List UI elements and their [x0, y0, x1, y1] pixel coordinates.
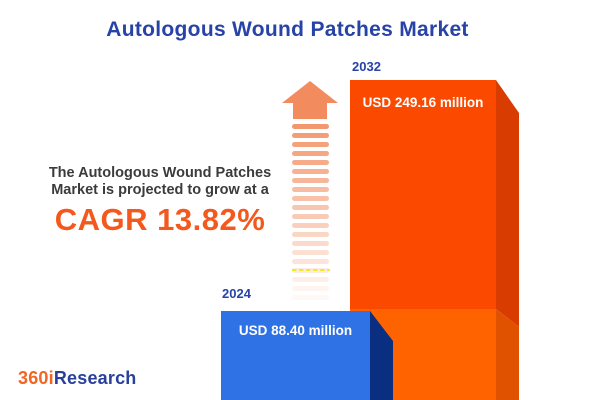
arrow-dash	[292, 259, 329, 264]
arrow-dash	[292, 151, 329, 156]
arrow-dash	[292, 160, 329, 165]
arrow-dash	[292, 205, 329, 210]
bar-2024-side	[370, 311, 393, 400]
bar-2024-value-label: USD 88.40 million	[238, 323, 353, 338]
arrow-dash	[292, 124, 329, 129]
arrow-dash	[292, 241, 329, 246]
arrow-dash	[292, 133, 329, 138]
growth-arrow-icon	[282, 81, 338, 300]
bar-2032-face-upper	[350, 80, 496, 309]
arrow-head-icon	[282, 81, 338, 119]
description-line2: Market is projected to grow at a	[51, 181, 269, 198]
arrow-dash	[292, 169, 329, 174]
bar-2024-year-label: 2024	[222, 286, 251, 301]
cagr-text: CAGR 13.82%	[54, 202, 266, 237]
arrow-dash	[292, 286, 329, 291]
arrow-dash	[292, 232, 329, 237]
arrow-dash	[292, 178, 329, 183]
arrow-dash-trail	[292, 124, 329, 304]
bar-2032-side-upper	[496, 80, 519, 327]
bar-2032-value-label: USD 249.16 million	[362, 95, 484, 110]
arrow-dash	[292, 277, 329, 282]
logo: 360iResearch	[18, 368, 137, 389]
bar-2032-year-label: 2032	[352, 59, 381, 74]
description-line1: The Autologous Wound Patches	[48, 165, 272, 181]
logo-prefix: 360i	[18, 368, 54, 388]
arrow-dash	[292, 250, 329, 255]
bar-2024-face	[221, 311, 370, 400]
arrow-dash	[292, 295, 329, 300]
arrow-dash	[292, 187, 329, 192]
arrow-dash	[292, 142, 329, 147]
arrow-dash	[292, 214, 329, 219]
arrow-dash	[292, 196, 329, 201]
bar-2032-side-lower	[496, 309, 519, 400]
description-block: The Autologous Wound Patches Market is p…	[32, 165, 288, 237]
yellow-dashed-line	[292, 269, 330, 271]
logo-suffix: Research	[53, 368, 137, 388]
page-title: Autologous Wound Patches Market	[106, 18, 469, 41]
arrow-dash	[292, 223, 329, 228]
